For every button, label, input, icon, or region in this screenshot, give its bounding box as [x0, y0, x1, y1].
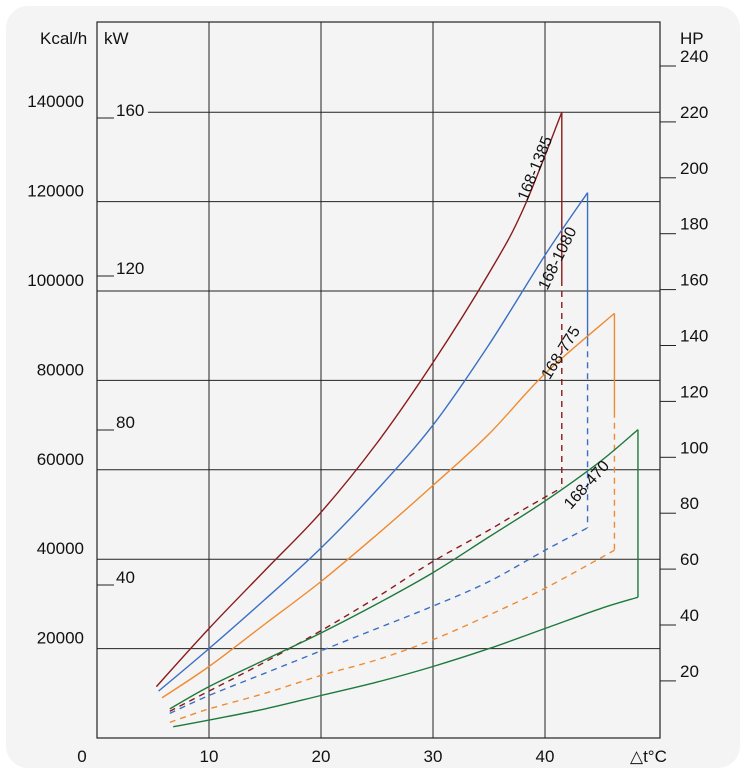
series-upper-line	[155, 111, 563, 688]
series-168-1385	[155, 111, 563, 712]
series-upper-line	[161, 312, 615, 699]
y-tick-label-hp: 120	[680, 382, 708, 401]
series-upper-line	[169, 429, 639, 710]
grid	[97, 22, 660, 738]
y-tick-label-kcal: 20000	[37, 629, 84, 648]
y-tick-label-hp: 180	[680, 215, 708, 234]
series-lines	[155, 111, 639, 728]
y-tick-label-kw: 160	[116, 101, 144, 120]
x-tick-label: 10	[200, 747, 219, 766]
y-axis-unit-kw: kW	[104, 29, 129, 48]
axes	[96, 21, 676, 739]
y-tick-label-kcal: 80000	[37, 360, 84, 379]
y-tick-label-kcal: 100000	[27, 271, 84, 290]
series-lower-line	[169, 487, 563, 712]
y-tick-label-kcal: 60000	[37, 450, 84, 469]
series-168-775	[161, 312, 616, 724]
series-label: 168-1385	[515, 134, 556, 203]
chart-panel	[6, 6, 740, 768]
y-tick-label-hp: 160	[680, 271, 708, 290]
y-axis-unit-hp: HP	[680, 29, 704, 48]
y-tick-label-kcal: 120000	[27, 182, 84, 201]
y-tick-label-kcal: 40000	[37, 539, 84, 558]
y-tick-label-kcal: 140000	[27, 92, 84, 111]
series-168-470	[169, 429, 639, 728]
origin-label: 0	[77, 747, 86, 766]
y-tick-label-hp: 240	[680, 47, 708, 66]
y-tick-label-kw: 80	[116, 413, 135, 432]
y-tick-label-hp: 100	[680, 438, 708, 457]
plot-frame	[96, 21, 661, 739]
y-tick-label-hp: 60	[680, 550, 699, 569]
y-tick-label-hp: 220	[680, 103, 708, 122]
series-lower-line	[169, 549, 615, 724]
axis-labels: 10 20 30 40 140000 120000 100000 80000 60000 4000…	[27, 29, 708, 766]
y-axis-unit-kcal: Kcal/h	[40, 29, 87, 48]
y-tick-label-hp: 200	[680, 159, 708, 178]
series-lower-line	[173, 596, 639, 728]
series-lower-line	[169, 527, 588, 715]
y-tick-label-hp: 40	[680, 606, 699, 625]
series-upper-line	[158, 192, 589, 692]
x-axis-label: △t°C	[630, 747, 667, 766]
y-tick-label-hp: 140	[680, 327, 708, 346]
series-168-1080	[158, 192, 589, 715]
y-tick-label-kw: 40	[116, 568, 135, 587]
y-tick-label-hp: 80	[680, 494, 699, 513]
x-tick-label: 40	[536, 747, 555, 766]
y-tick-label-hp: 20	[680, 662, 699, 681]
x-tick-label: 20	[312, 747, 331, 766]
y-tick-label-kw: 120	[116, 259, 144, 278]
x-tick-label: 30	[424, 747, 443, 766]
